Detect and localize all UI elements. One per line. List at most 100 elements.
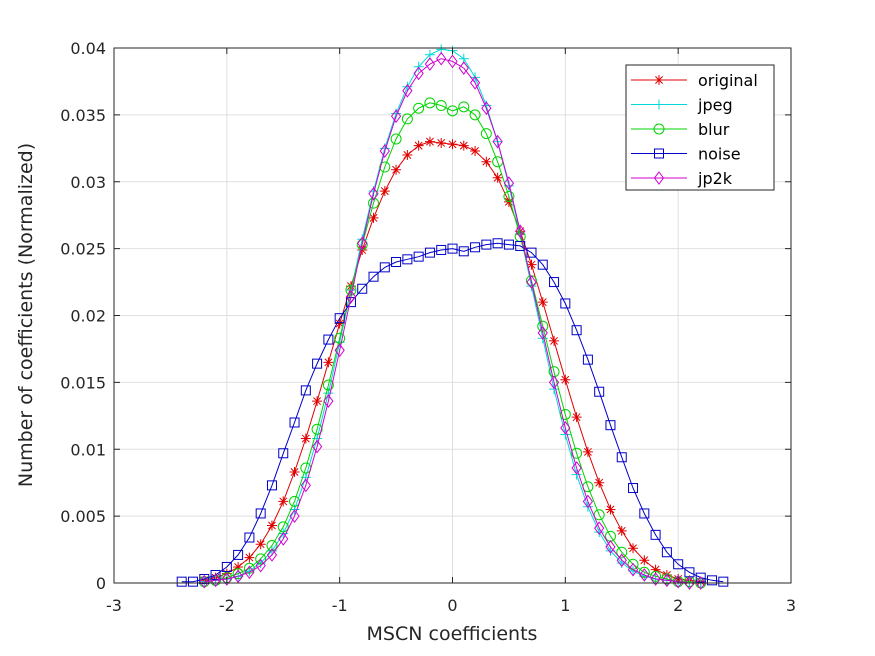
data-point-jp2k	[650, 572, 661, 586]
legend-label-jpeg: jpeg	[697, 96, 733, 115]
legend-item-jp2k: jp2k	[631, 169, 733, 188]
data-point-blur	[480, 128, 492, 140]
data-point-jp2k	[639, 568, 650, 582]
data-point-noise	[357, 283, 368, 294]
data-point-original	[526, 259, 537, 270]
data-point-blur	[390, 133, 402, 145]
legend-label-noise: noise	[698, 145, 741, 164]
series-jp2k	[199, 51, 706, 590]
legend-marker-original	[654, 75, 664, 85]
data-point-blur	[401, 113, 413, 125]
data-point-original	[255, 539, 266, 550]
data-point-jp2k	[323, 394, 334, 408]
legend-marker-jp2k	[653, 171, 665, 185]
y-tick-label: 0.01	[70, 440, 106, 459]
ticks: -3 -2 -1 0 1 2 3 0 0.005 0.01 0.015 0.02 0.025 0.03 0.…	[60, 39, 796, 615]
data-point-noise	[605, 420, 616, 431]
data-point-original	[470, 145, 481, 156]
data-point-original	[424, 136, 435, 147]
data-point-noise	[515, 240, 526, 251]
data-point-blur	[424, 97, 436, 109]
data-point-noise	[470, 242, 481, 253]
x-tick-label: -2	[219, 596, 235, 615]
legend-label-original: original	[698, 71, 758, 90]
data-point-jp2k	[402, 83, 413, 98]
data-point-blur	[368, 197, 380, 209]
data-point-noise	[650, 529, 661, 540]
data-point-original	[413, 140, 424, 151]
data-point-noise	[560, 298, 571, 309]
data-point-jp2k	[560, 421, 571, 435]
data-point-noise	[718, 576, 729, 587]
data-point-jp2k	[684, 576, 695, 590]
data-point-original	[300, 433, 311, 444]
data-point-original	[233, 561, 244, 572]
series-line-jp2k	[204, 58, 701, 584]
data-point-blur	[571, 447, 583, 459]
data-point-jp2k	[221, 572, 232, 586]
data-point-original	[628, 543, 639, 554]
data-point-jp2k	[673, 574, 684, 589]
data-point-blur	[616, 546, 628, 558]
data-point-blur	[311, 423, 323, 435]
data-point-noise	[503, 239, 514, 250]
legend-label-blur: blur	[698, 120, 730, 139]
data-point-noise	[447, 243, 458, 254]
data-point-jp2k	[548, 375, 560, 390]
legend-item-jpeg: jpeg	[631, 96, 733, 115]
data-point-noise	[379, 262, 390, 273]
data-point-original	[605, 504, 616, 515]
data-point-blur	[413, 102, 425, 114]
data-point-noise	[289, 417, 300, 428]
legend-item-noise: noise	[631, 145, 741, 164]
data-point-original	[266, 520, 277, 531]
data-point-jp2k	[368, 186, 379, 201]
data-point-blur	[435, 100, 447, 112]
y-tick-label: 0.04	[70, 39, 106, 58]
data-point-jp2k	[379, 144, 390, 158]
data-point-original	[560, 374, 571, 385]
data-point-noise	[323, 334, 334, 345]
data-point-noise	[368, 271, 379, 282]
x-tick-label: -1	[332, 596, 348, 615]
x-tick-label: 0	[447, 596, 457, 615]
data-point-jp2k	[515, 224, 526, 239]
data-point-jp2k	[390, 109, 402, 124]
data-point-jp2k	[571, 461, 582, 475]
x-tick-label: 2	[673, 596, 683, 615]
data-point-jp2k	[311, 439, 323, 454]
data-point-jp2k	[255, 558, 266, 573]
x-axis-label: MSCN coefficients	[367, 623, 538, 645]
data-point-original	[571, 412, 582, 423]
series-line-noise	[181, 242, 724, 583]
data-point-jpeg	[312, 433, 323, 444]
data-point-noise	[221, 561, 232, 572]
y-tick-label: 0.03	[70, 173, 106, 192]
data-point-jp2k	[469, 75, 481, 90]
legend-marker-noise	[654, 148, 664, 159]
data-point-original	[289, 466, 300, 477]
data-point-noise	[255, 508, 266, 519]
data-point-noise	[300, 385, 311, 396]
data-point-jp2k	[616, 553, 627, 568]
data-point-original	[582, 446, 593, 457]
data-point-jp2k	[481, 101, 492, 116]
data-point-original	[481, 156, 492, 167]
x-tick-label: 3	[786, 596, 796, 615]
data-point-blur	[650, 570, 662, 582]
data-point-noise	[210, 569, 221, 580]
data-point-noise	[673, 559, 684, 570]
data-point-jp2k	[594, 521, 605, 535]
data-point-jp2k	[492, 134, 503, 149]
data-point-jp2k	[436, 51, 447, 66]
data-point-blur	[322, 379, 334, 391]
data-point-noise	[594, 386, 605, 397]
data-point-noise	[661, 547, 672, 558]
data-point-original	[639, 555, 650, 566]
legend: original jpeg blur noise jp2k	[625, 64, 775, 191]
y-tick-label: 0.035	[60, 106, 106, 125]
data-point-noise	[436, 244, 447, 255]
data-point-original	[391, 164, 402, 175]
data-point-noise	[413, 251, 424, 262]
